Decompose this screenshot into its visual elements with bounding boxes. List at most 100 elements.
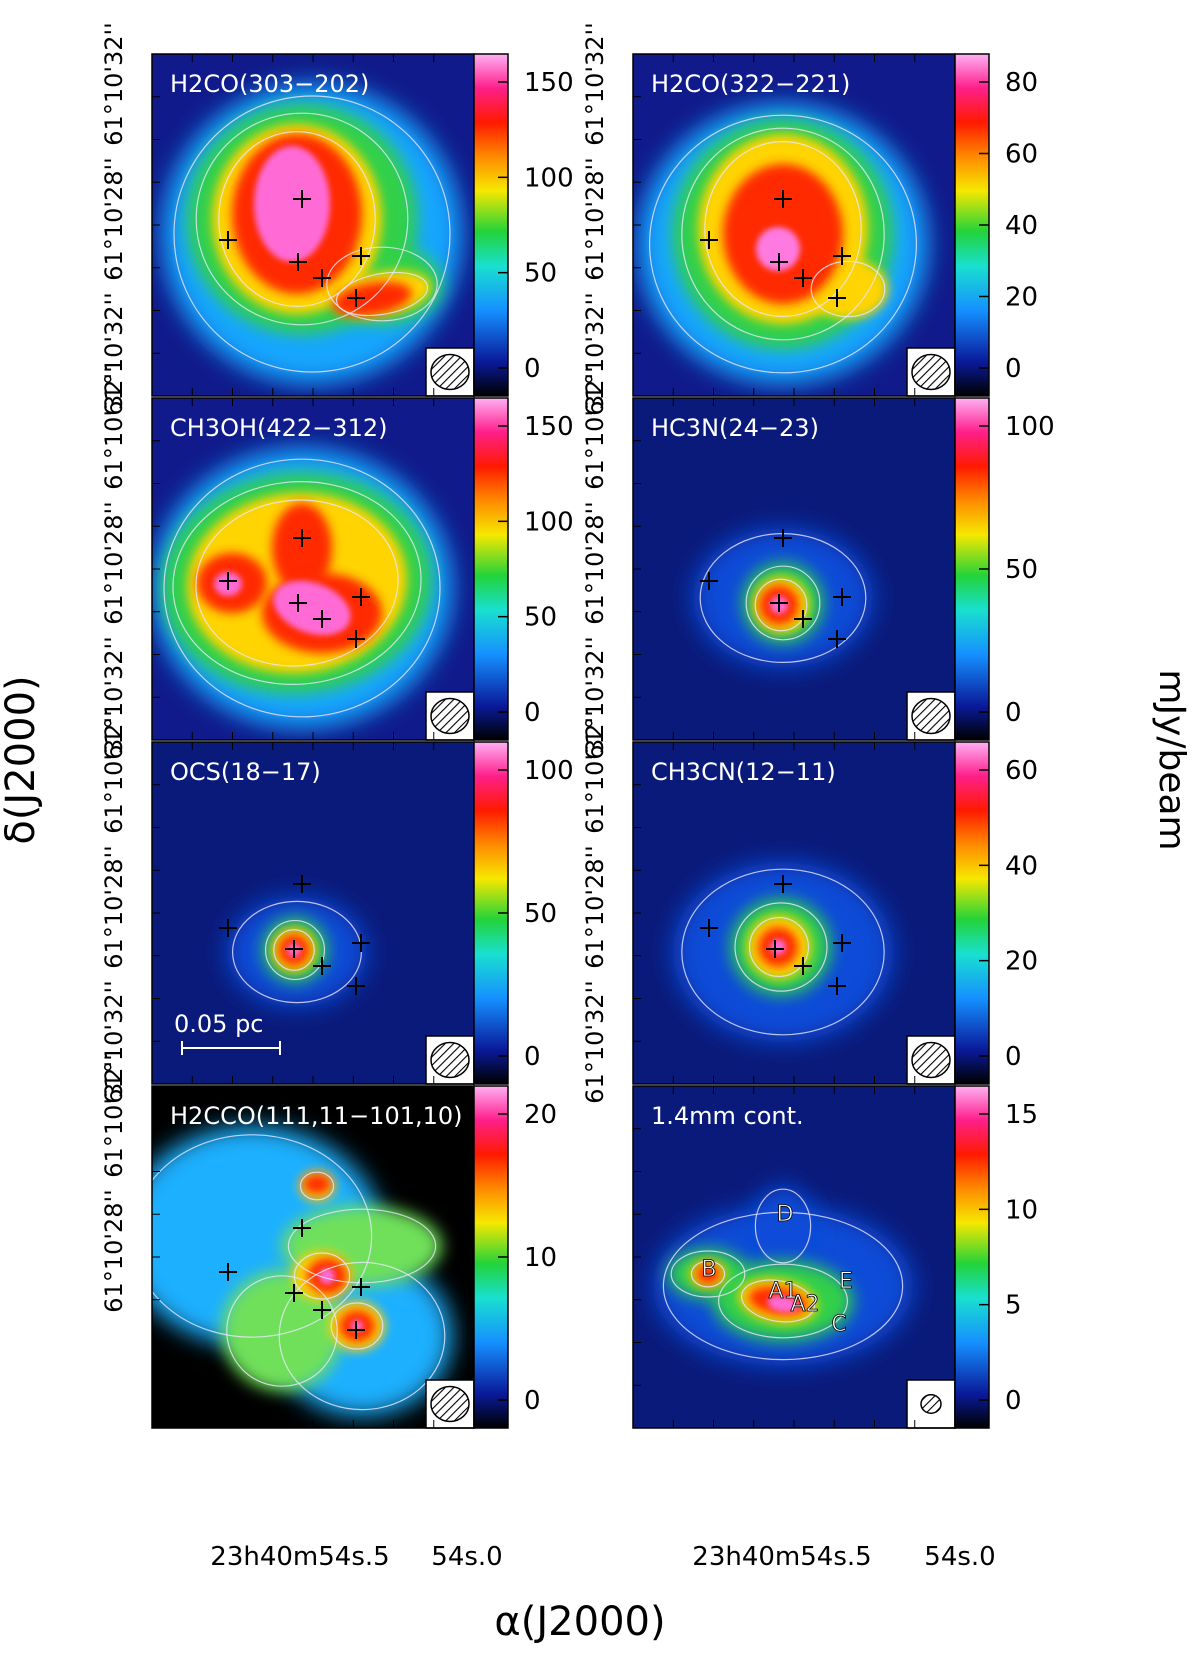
source-cross-marker bbox=[347, 630, 365, 648]
panel-title: H2CO(303−202) bbox=[170, 70, 369, 98]
contour-line bbox=[278, 1261, 446, 1411]
source-cross-marker bbox=[770, 253, 788, 271]
dec-tick-label: 61°10'28'' bbox=[581, 845, 609, 968]
contour-line bbox=[810, 260, 886, 318]
continuum-source-label: E bbox=[839, 1269, 853, 1294]
contour-line bbox=[681, 127, 885, 341]
source-cross-marker bbox=[347, 1321, 365, 1339]
colorbar: 60 40 20 0 bbox=[954, 741, 1038, 1085]
dec-tick-label: 61°10'32'' bbox=[581, 292, 609, 415]
contour-line bbox=[273, 929, 315, 971]
source-cross-marker bbox=[313, 957, 331, 975]
source-cross-marker bbox=[293, 190, 311, 208]
source-cross-marker bbox=[285, 1284, 303, 1302]
colorbar-tick-label: 50 bbox=[524, 603, 557, 633]
contour-line bbox=[335, 271, 429, 317]
contour-line bbox=[226, 1275, 338, 1387]
source-cross-marker bbox=[794, 269, 812, 287]
source-cross-marker bbox=[285, 940, 303, 958]
dec-tick-label: 61°10'28'' bbox=[581, 157, 609, 280]
contour-line bbox=[690, 1260, 726, 1288]
scale-bar-label: 0.05 pc bbox=[174, 1010, 264, 1038]
x-axis-title: α(J2000) bbox=[494, 1599, 665, 1645]
dec-tick-label: 61°10'28'' bbox=[581, 501, 609, 624]
colorbar: 100 50 0 bbox=[473, 741, 574, 1085]
source-cross-marker bbox=[313, 1301, 331, 1319]
source-cross-marker bbox=[794, 957, 812, 975]
colorbar-tick-label: 60 bbox=[1005, 756, 1038, 786]
panel-title: CH3OH(422−312) bbox=[170, 414, 387, 442]
dec-tick-label: 61°10'32'' bbox=[581, 22, 609, 145]
beam-ellipse-box bbox=[906, 1379, 956, 1429]
contour-line bbox=[163, 458, 441, 718]
emission-peak bbox=[273, 580, 351, 636]
contour-line bbox=[681, 868, 885, 1036]
emission-peak bbox=[770, 939, 786, 955]
beam-ellipse-box bbox=[425, 1035, 475, 1085]
colorbar-unit-label: mJy/beam bbox=[1151, 669, 1192, 850]
source-cross-marker bbox=[774, 875, 792, 893]
colorbar-tick-label: 150 bbox=[524, 68, 574, 98]
dec-tick-label: 61°10'28'' bbox=[100, 501, 128, 624]
colorbar-tick-label: 0 bbox=[524, 1386, 541, 1416]
colorbar-tick-label: 0 bbox=[524, 698, 541, 728]
dec-tick-label: 61°10'32'' bbox=[100, 1054, 128, 1177]
colorbar: 80 60 40 20 0 bbox=[954, 53, 1038, 397]
source-cross-marker bbox=[219, 919, 237, 937]
contour-line bbox=[152, 1134, 373, 1338]
source-cross-marker bbox=[347, 977, 365, 995]
map-panel-h2co-322: H2CO(322−221) 80 60 40 20 0 bbox=[632, 53, 1038, 397]
colorbar-tick-label: 80 bbox=[1005, 68, 1038, 98]
source-cross-marker bbox=[766, 940, 784, 958]
continuum-source-label: A2 bbox=[790, 1292, 819, 1317]
continuum-source-label: D bbox=[777, 1202, 794, 1227]
colorbar: 150 100 50 0 bbox=[473, 397, 574, 741]
emission-mid bbox=[696, 1264, 720, 1284]
contour-line bbox=[649, 114, 917, 374]
colorbar-tick-label: 100 bbox=[524, 163, 574, 193]
source-cross-marker bbox=[352, 934, 370, 952]
panel-title: 1.4mm cont. bbox=[651, 1102, 804, 1130]
beam-ellipse-box bbox=[906, 1035, 956, 1085]
emission-mid bbox=[303, 1174, 331, 1194]
source-cross-marker bbox=[352, 588, 370, 606]
dec-tick-label: 61°10'32'' bbox=[581, 366, 609, 489]
beam-ellipse-box bbox=[425, 1379, 475, 1429]
dec-tick-label: 61°10'32'' bbox=[100, 292, 128, 415]
source-cross-marker bbox=[219, 572, 237, 590]
colorbar: 150 100 50 0 bbox=[473, 53, 574, 397]
contour-line bbox=[748, 916, 810, 978]
contour-line bbox=[173, 95, 451, 373]
contour-line bbox=[754, 1188, 812, 1264]
dec-tick-label: 61°10'32'' bbox=[100, 366, 128, 489]
map-panel-ch3oh: CH3OH(422−312) 150 100 50 0 bbox=[151, 397, 574, 741]
emission-peak bbox=[756, 227, 800, 271]
ra-tick-left-right: 54s.0 bbox=[431, 1542, 502, 1572]
source-cross-marker bbox=[774, 190, 792, 208]
colorbar-tick-label: 60 bbox=[1005, 140, 1038, 170]
dec-tick-label: 61°10'28'' bbox=[100, 1189, 128, 1312]
continuum-source-label: B bbox=[701, 1257, 716, 1282]
contour-line bbox=[195, 112, 409, 326]
colorbar: 15 10 5 0 bbox=[954, 1085, 1038, 1429]
colorbar-tick-label: 100 bbox=[1005, 412, 1055, 442]
colorbar-tick-label: 0 bbox=[1005, 698, 1022, 728]
colorbar-tick-label: 150 bbox=[524, 412, 574, 442]
dec-tick-label: 61°10'32'' bbox=[581, 980, 609, 1103]
contour-line bbox=[717, 1263, 849, 1339]
source-cross-marker bbox=[828, 289, 846, 307]
source-cross-marker bbox=[352, 1278, 370, 1296]
source-cross-marker bbox=[700, 572, 718, 590]
beam-ellipse-box bbox=[425, 347, 475, 397]
map-panel-h2cco: H2CCO(111,11−101,10) 20 10 0 bbox=[151, 1085, 557, 1429]
scale-bar: 0.05 pc bbox=[174, 1010, 281, 1055]
panel-title: H2CCO(111,11−101,10) bbox=[170, 1102, 463, 1130]
source-cross-marker bbox=[293, 1219, 311, 1237]
dec-tick-label: 61°10'28'' bbox=[100, 157, 128, 280]
colorbar: 100 50 0 bbox=[954, 397, 1055, 741]
source-cross-marker bbox=[313, 269, 331, 287]
dec-tick-label: 61°10'32'' bbox=[100, 636, 128, 759]
map-panel-ch3cn: CH3CN(12−11) 60 40 20 0 bbox=[632, 741, 1038, 1085]
